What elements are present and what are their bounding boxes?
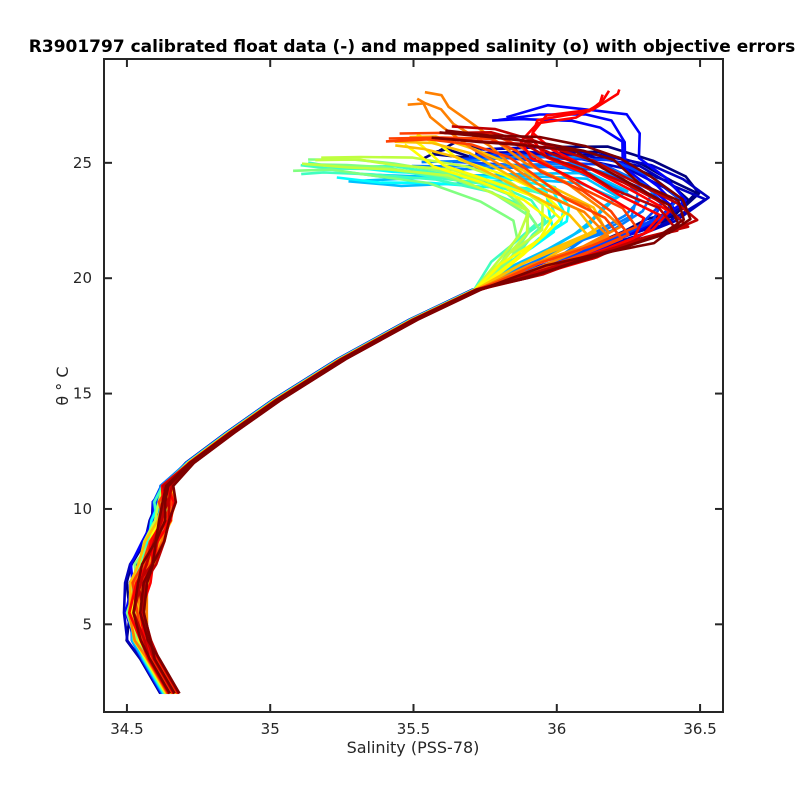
series-line <box>125 168 519 695</box>
series-line <box>135 140 562 695</box>
series-line <box>136 161 557 695</box>
x-axis-label: Salinity (PSS-78) <box>347 738 480 757</box>
series-line <box>139 129 692 695</box>
series-line <box>135 155 544 695</box>
series-line <box>128 162 530 695</box>
series-line <box>132 136 679 695</box>
series-line <box>128 144 589 695</box>
x-tick-label: 34.5 <box>110 720 143 738</box>
series-line <box>142 136 630 695</box>
chart-title: R3901797 calibrated float data (-) and m… <box>29 37 795 57</box>
series-line <box>132 171 538 695</box>
y-tick-label: 25 <box>73 154 92 172</box>
series-line <box>137 166 571 695</box>
y-tick-label: 15 <box>73 385 92 403</box>
series-line <box>133 170 565 695</box>
series-line <box>137 158 530 695</box>
series-line <box>135 158 541 695</box>
series-line <box>136 131 690 695</box>
y-tick-label: 10 <box>73 500 92 518</box>
series-line <box>136 163 530 695</box>
series-line <box>135 133 567 695</box>
x-tick-label: 35.5 <box>397 720 430 738</box>
series-line <box>129 143 553 695</box>
x-tick-label: 36 <box>547 720 566 738</box>
series-line <box>132 136 680 695</box>
x-tick-label: 35 <box>261 720 280 738</box>
series-line <box>140 90 662 695</box>
series-line <box>142 125 699 695</box>
x-tick-label: 36.5 <box>683 720 716 738</box>
y-axis: 5 10 15 20 25 <box>73 154 723 633</box>
x-axis: 34.5 35 35.5 36 36.5 <box>110 59 717 738</box>
y-tick-label: 5 <box>82 615 92 633</box>
y-tick-label: 20 <box>73 269 92 287</box>
series-line <box>131 176 556 695</box>
y-axis-label: θ ° C <box>53 366 72 405</box>
series-line <box>129 163 547 695</box>
data-layer <box>122 89 710 695</box>
series-line <box>135 155 655 695</box>
series-line <box>131 140 597 695</box>
